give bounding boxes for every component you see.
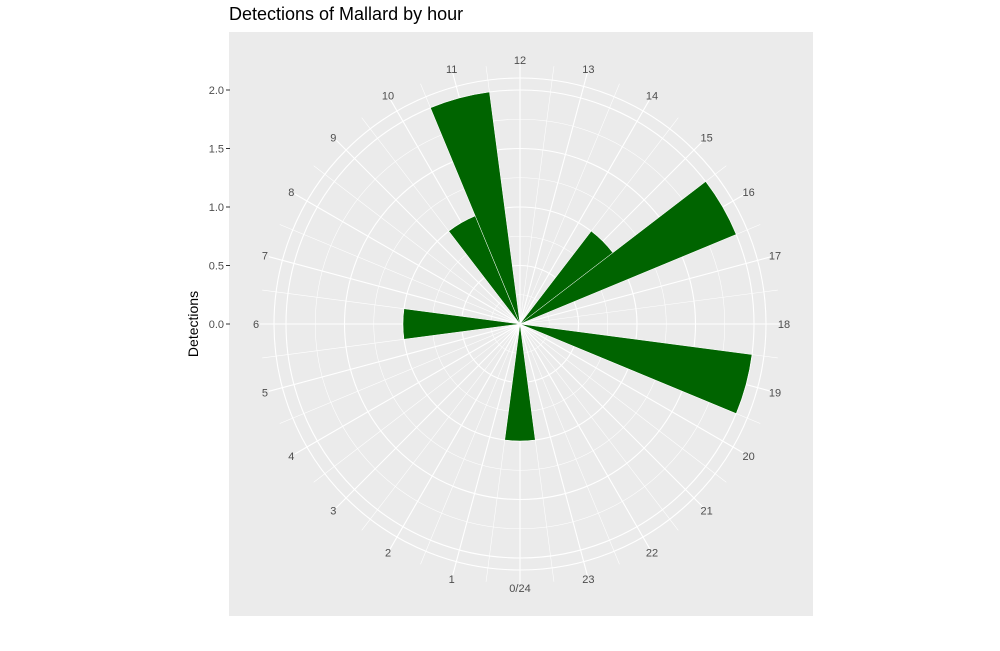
grid-spoke-minor <box>519 323 620 565</box>
chart-title: Detections of Mallard by hour <box>229 4 464 24</box>
grid-spoke-major <box>335 139 521 325</box>
hour-label: 17 <box>769 251 781 263</box>
hour-label: 5 <box>262 387 268 399</box>
grid-spoke-minor <box>519 83 620 325</box>
grid-spoke-major <box>519 323 705 509</box>
grid-spoke-minor <box>313 323 521 483</box>
hour-label: 9 <box>330 132 336 144</box>
hour-label: 22 <box>646 548 658 560</box>
grid-spoke-major <box>519 98 651 325</box>
y-tick-label: 1.5 <box>209 144 224 156</box>
y-tick-label: 0.0 <box>209 319 224 331</box>
grid-spoke-minor <box>279 323 521 424</box>
grid-spoke-major <box>294 323 521 455</box>
grid-spoke-minor <box>519 66 555 325</box>
grid-spoke-major <box>519 323 746 455</box>
hour-label: 16 <box>743 187 755 199</box>
hour-label: 20 <box>743 451 755 463</box>
grid-spoke-major <box>519 323 651 550</box>
y-tick-label: 2.0 <box>209 85 224 97</box>
bar-wedge-16 <box>519 181 737 325</box>
grid-spoke-major <box>519 72 588 325</box>
hour-label: 18 <box>778 319 790 331</box>
hour-label: 3 <box>330 506 336 518</box>
grid-spoke-major <box>268 323 521 392</box>
grid-spoke-minor <box>519 323 727 483</box>
bar-wedge-6 <box>402 308 521 340</box>
hour-label: 10 <box>382 90 394 102</box>
grid-spoke-minor <box>279 224 521 325</box>
hour-label: 7 <box>262 251 268 263</box>
hour-label: 14 <box>646 90 658 102</box>
y-tick-label: 1.0 <box>209 202 224 214</box>
grid-spoke-minor <box>519 289 778 325</box>
bar-wedge-11 <box>430 91 521 325</box>
hour-label: 2 <box>385 548 391 560</box>
grid-spoke-minor <box>519 323 679 531</box>
bar-wedge-19 <box>519 323 753 414</box>
hour-label: 13 <box>582 64 594 76</box>
grid-spoke-minor <box>361 323 521 531</box>
hour-label: 0/24 <box>509 583 530 595</box>
hour-label: 21 <box>701 506 713 518</box>
hour-label: 23 <box>582 574 594 586</box>
hour-label: 19 <box>769 387 781 399</box>
grid-spoke-major <box>519 256 772 325</box>
grid-spoke-minor <box>420 323 521 565</box>
grid-spoke-major <box>268 256 521 325</box>
hour-label: 11 <box>446 64 457 76</box>
hour-label: 8 <box>288 187 294 199</box>
grid-spoke-major <box>294 193 521 325</box>
y-axis-title: Detections <box>185 291 201 357</box>
hour-label: 1 <box>449 574 455 586</box>
hour-label: 6 <box>253 319 259 331</box>
grid-spoke-major <box>335 323 521 509</box>
y-axis: 0.0 0.5 1.0 1.5 2.0 <box>209 85 230 331</box>
hour-label: 4 <box>288 451 294 463</box>
hour-label: 15 <box>701 132 713 144</box>
bar-wedge-0-24 <box>504 323 536 442</box>
bars-layer <box>402 91 753 442</box>
grid-spoke-major <box>389 323 521 550</box>
hour-label: 12 <box>514 55 526 67</box>
y-tick-label: 0.5 <box>209 261 224 273</box>
grid-spoke-major <box>452 323 521 576</box>
grid-spoke-major <box>519 323 588 576</box>
grid-spoke-minor <box>313 165 521 325</box>
labels-layer: 0/24123456789101112131415161718192021222… <box>253 55 790 595</box>
